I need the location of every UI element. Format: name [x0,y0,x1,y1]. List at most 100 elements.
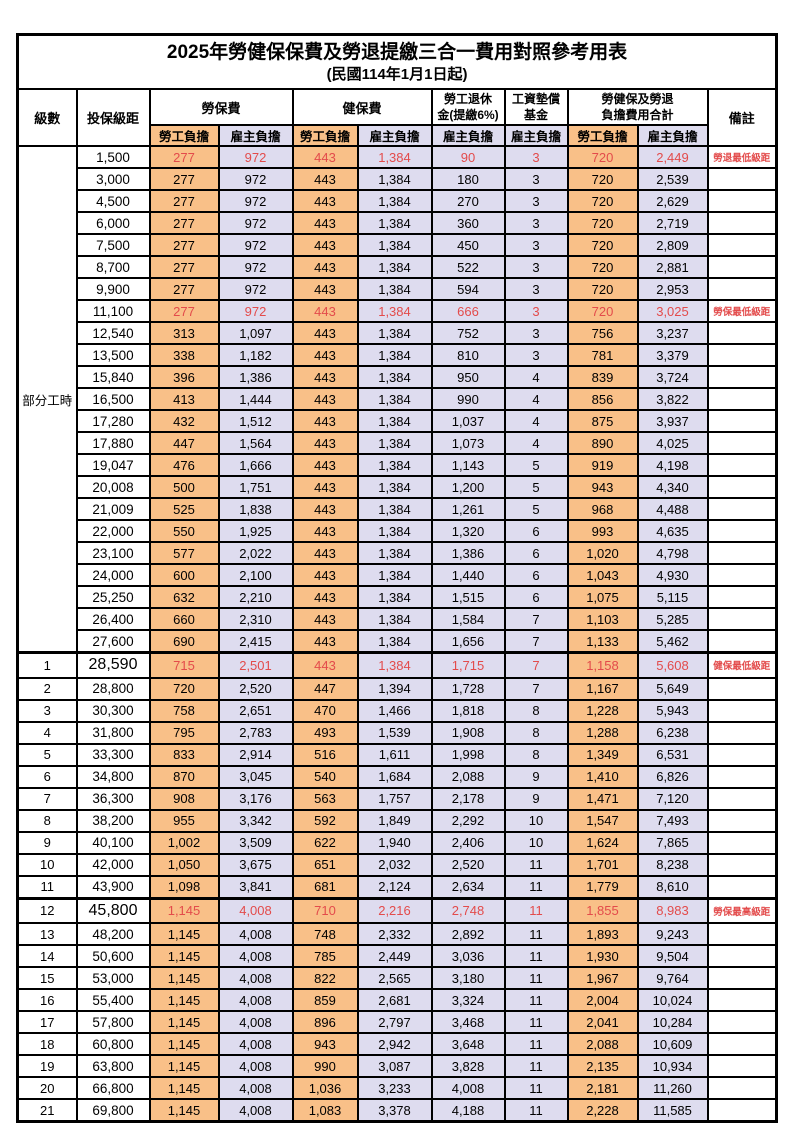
cell-hi-employee: 443 [291,431,359,455]
cell-total-employee: 1,133 [566,629,639,654]
cell-bracket: 42,000 [75,852,151,877]
cell-bracket: 3,000 [75,167,151,191]
cell-hi-employee: 859 [291,988,359,1012]
cell-fund-employer: 11 [503,874,569,899]
cell-fund-employer: 5 [503,475,569,499]
cell-total-employee: 720 [566,211,639,235]
page-title: 2025年勞健保保費及勞退提繳三合一費用對照參考用表 [166,41,628,63]
cell-fund-employer: 9 [503,786,569,811]
cell-hi-employee: 443 [291,607,359,631]
cell-bracket: 11,100 [75,299,151,323]
cell-total-employee: 993 [566,519,639,543]
cell-pension-employer: 1,037 [430,409,506,433]
cell-hi-employee: 443 [291,365,359,389]
cell-li-employee: 525 [148,497,220,521]
table-row: 9 40,100 1,002 3,509 622 1,940 2,406 10 1,624 7,8… [16,830,778,855]
cell-level: 10 [16,852,78,877]
cell-remark [706,698,778,723]
cell-pension-employer: 1,818 [430,698,506,723]
cell-bracket: 57,800 [75,1010,151,1034]
cell-li-employer: 2,501 [217,651,294,679]
cell-li-employer: 2,520 [217,676,294,701]
cell-pension-employer: 990 [430,387,506,411]
cell-remark [706,585,778,609]
cell-remark [706,852,778,877]
cell-pension-employer: 3,180 [430,966,506,990]
cell-hi-employee: 443 [291,233,359,257]
cell-hi-employee: 443 [291,541,359,565]
cell-total-employer: 4,340 [636,475,709,499]
cell-level: 4 [16,720,78,745]
cell-total-employee: 856 [566,387,639,411]
cell-total-employer: 2,953 [636,277,709,301]
cell-hi-employee: 443 [291,145,359,169]
cell-bracket: 43,900 [75,874,151,899]
cell-hi-employee: 443 [291,409,359,433]
table-row: 4 31,800 795 2,783 493 1,539 1,908 8 1,288 6,238 [16,720,778,745]
cell-li-employer: 1,838 [217,497,294,521]
cell-total-employer: 4,798 [636,541,709,565]
cell-remark [706,563,778,587]
cell-total-employee: 720 [566,277,639,301]
table-row: 3 30,300 758 2,651 470 1,466 1,818 8 1,228 5,943 [16,698,778,723]
cell-remark [706,808,778,833]
cell-hi-employer: 1,466 [356,698,433,723]
cell-remark [706,167,778,191]
cell-hi-employer: 1,384 [356,189,433,213]
cell-fund-employer: 11 [503,1098,569,1123]
cell-li-employee: 1,050 [148,852,220,877]
cell-hi-employer: 2,216 [356,896,433,924]
cell-hi-employee: 443 [291,475,359,499]
cell-remark [706,786,778,811]
cell-hi-employee: 563 [291,786,359,811]
cell-li-employer: 2,100 [217,563,294,587]
cell-hi-employer: 1,384 [356,651,433,679]
cell-pension-employer: 1,440 [430,563,506,587]
cell-li-employer: 1,751 [217,475,294,499]
table-row: 9,900 277 972 443 1,384 594 3 720 2,953 [18,277,778,301]
cell-hi-employee: 896 [291,1010,359,1034]
cell-bracket: 45,800 [75,896,151,924]
header-pension-line2: 金(提繳6%) [437,108,499,122]
cell-li-employee: 1,002 [148,830,220,855]
cell-li-employer: 2,783 [217,720,294,745]
cell-li-employee: 432 [148,409,220,433]
cell-hi-employee: 443 [291,255,359,279]
cell-total-employer: 8,983 [636,896,709,924]
cell-hi-employee: 540 [291,764,359,789]
cell-remark [706,874,778,899]
cell-fund-employer: 11 [503,988,569,1012]
cell-hi-employee: 710 [291,896,359,924]
cell-bracket: 9,900 [75,277,151,301]
cell-fund-employer: 11 [503,1054,569,1078]
cell-total-employee: 919 [566,453,639,477]
cell-bracket: 23,100 [75,541,151,565]
cell-total-employee: 1,020 [566,541,639,565]
cell-hi-employer: 1,384 [356,541,433,565]
cell-remark [706,764,778,789]
cell-li-employee: 500 [148,475,220,499]
cell-total-employee: 1,779 [566,874,639,899]
cell-level: 21 [16,1098,78,1123]
cell-hi-employer: 1,384 [356,519,433,543]
cell-li-employee: 955 [148,808,220,833]
cell-hi-employer: 1,849 [356,808,433,833]
cell-total-employee: 1,410 [566,764,639,789]
cell-hi-employee: 443 [291,497,359,521]
cell-li-employee: 277 [148,277,220,301]
cell-total-employee: 720 [566,167,639,191]
cell-bracket: 55,400 [75,988,151,1012]
cell-level: 6 [16,764,78,789]
table-row: 27,600 690 2,415 443 1,384 1,656 7 1,133 5,462 [18,629,778,654]
cell-li-employee: 413 [148,387,220,411]
cell-fund-employer: 8 [503,698,569,723]
cell-fund-employer: 3 [503,145,569,169]
cell-remark [706,387,778,411]
cell-hi-employee: 822 [291,966,359,990]
cell-hi-employer: 1,384 [356,585,433,609]
cell-li-employer: 4,008 [217,1076,294,1100]
cell-li-employer: 4,008 [217,1054,294,1078]
cell-total-employee: 720 [566,145,639,169]
cell-total-employee: 2,181 [566,1076,639,1100]
cell-li-employee: 277 [148,299,220,323]
